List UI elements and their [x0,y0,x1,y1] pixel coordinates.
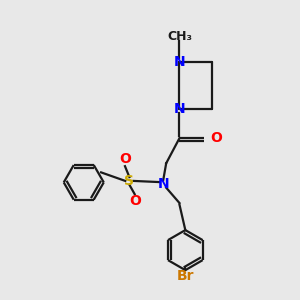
Text: Br: Br [177,269,194,283]
Text: O: O [119,152,131,167]
Text: O: O [129,194,141,208]
Text: CH₃: CH₃ [167,30,192,43]
Text: N: N [158,177,169,191]
Text: N: N [174,55,185,69]
Text: O: O [210,131,222,145]
Text: N: N [174,102,185,116]
Text: S: S [124,174,134,188]
